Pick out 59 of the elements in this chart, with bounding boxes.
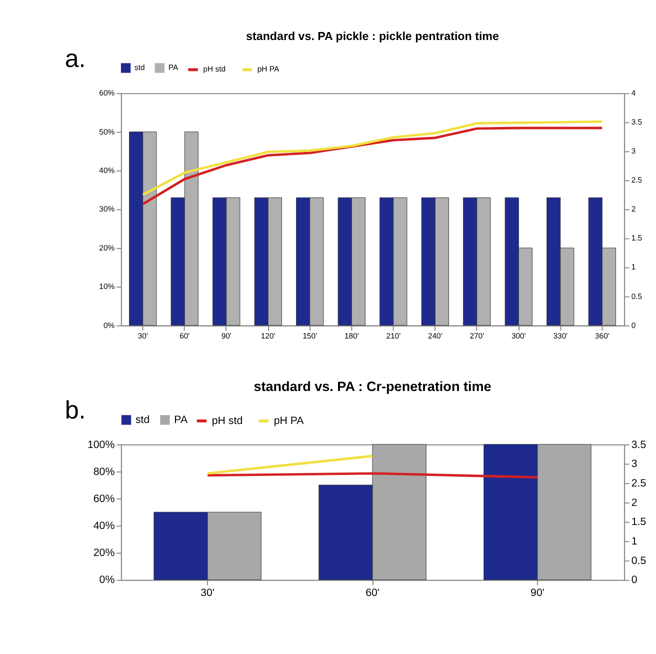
- y2-tick-label: 3: [631, 146, 636, 156]
- y2-tick-label: 2.5: [631, 477, 646, 490]
- y-tick-label: 20%: [93, 547, 116, 560]
- legend-label: pH PA: [274, 414, 305, 427]
- y2-tick-label: 1.5: [631, 234, 642, 243]
- text: b.: [64, 396, 86, 424]
- y2-tick-label: 3: [631, 458, 638, 470]
- y-tick-label: 0%: [99, 574, 116, 586]
- text: a.: [64, 45, 86, 74]
- y-tick-label: 60%: [93, 492, 116, 505]
- y2-tick-label: 1: [631, 262, 636, 272]
- y2-tick-label: 3.5: [631, 438, 646, 451]
- chart-title: standard vs. PA pickle : pickle pentration time: [246, 30, 500, 43]
- y-tick-label: 0%: [103, 320, 115, 330]
- y2-tick-label: 2: [631, 204, 636, 214]
- legend-label: PA: [168, 62, 179, 72]
- x-tick-label: 300': [511, 331, 526, 340]
- x-tick-label: 180': [344, 331, 360, 340]
- y-tick-label: 60%: [99, 88, 115, 98]
- x-tick-label: 210': [386, 331, 402, 340]
- x-tick-label: 90': [530, 586, 544, 599]
- legend-label: PA: [174, 414, 188, 426]
- x-tick-label: 30': [200, 586, 214, 599]
- y2-tick-label: 3.5: [631, 118, 642, 127]
- legend-label: std: [135, 414, 150, 426]
- legend-label: pH std: [203, 64, 226, 74]
- x-tick-label: 360': [594, 331, 610, 340]
- x-tick-label: 240': [428, 331, 443, 340]
- x-tick-label: 30': [138, 331, 148, 340]
- y2-tick-label: 0: [631, 320, 636, 330]
- line-series: [142, 120, 604, 196]
- legend-label: pH PA: [257, 64, 280, 74]
- y2-tick-label: 1.5: [631, 516, 646, 528]
- y-tick-label: 30%: [99, 204, 115, 214]
- y2-tick-label: 0.5: [631, 554, 646, 567]
- y-tick-label: 80%: [93, 466, 116, 478]
- y-tick-label: 40%: [93, 520, 116, 532]
- x-tick-label: 90': [221, 331, 232, 340]
- x-tick-label: 330': [553, 331, 568, 340]
- line-series: [142, 126, 604, 206]
- y2-tick-label: 2.5: [631, 176, 642, 185]
- y-tick-label: 100%: [87, 438, 116, 451]
- x-tick-label: 270': [470, 331, 485, 340]
- x-tick-label: 60': [366, 586, 380, 599]
- y-tick-label: 10%: [99, 282, 115, 292]
- y2-tick-label: 0.5: [631, 292, 642, 301]
- legend-label: pH std: [212, 414, 243, 427]
- x-tick-label: 150': [302, 331, 318, 340]
- y2-tick-label: 2: [631, 496, 638, 509]
- y-tick-label: 20%: [99, 243, 115, 252]
- x-tick-label: 60': [180, 331, 190, 340]
- y-tick-label: 50%: [99, 127, 115, 136]
- y-tick-label: 40%: [99, 166, 115, 175]
- chart-title: standard vs. PA : Cr-penetration time: [254, 379, 492, 394]
- legend-label: std: [134, 62, 145, 72]
- y2-tick-label: 1: [631, 536, 638, 548]
- y2-tick-label: 4: [631, 88, 636, 98]
- y2-tick-label: 0: [631, 574, 638, 586]
- x-tick-label: 120': [260, 331, 276, 340]
